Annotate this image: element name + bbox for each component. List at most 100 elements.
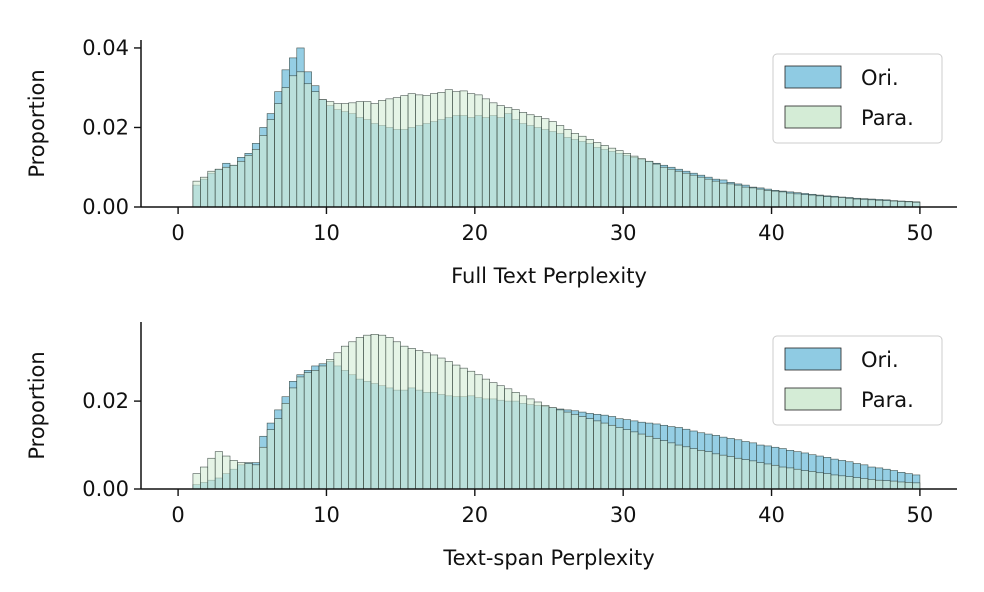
bar-para bbox=[229, 164, 238, 208]
panel-full-text: 0 10 20 30 40 50 0.00 0.02 0.04 Full Text Perpl… bbox=[25, 36, 957, 288]
bar-para bbox=[912, 482, 921, 490]
bar-para bbox=[593, 142, 602, 208]
bar-para bbox=[808, 194, 817, 208]
x-ticks: 0 10 20 30 40 50 bbox=[171, 489, 933, 527]
bar-para bbox=[430, 354, 439, 490]
x-tick-label: 50 bbox=[907, 221, 934, 245]
legend-swatch-ori bbox=[784, 65, 842, 89]
bar-para bbox=[771, 190, 780, 208]
bar-para bbox=[489, 382, 498, 490]
bar-para bbox=[659, 166, 668, 208]
bar-para bbox=[459, 367, 468, 490]
bar-para bbox=[370, 334, 379, 490]
bar-para bbox=[214, 451, 223, 490]
bar-para bbox=[481, 98, 490, 208]
bar-para bbox=[192, 473, 201, 490]
bar-para bbox=[593, 420, 602, 490]
bar-para bbox=[533, 401, 542, 490]
bar-para bbox=[400, 345, 409, 490]
bar-para bbox=[674, 170, 683, 208]
bar-para bbox=[259, 135, 268, 208]
bar-para bbox=[778, 466, 787, 490]
x-tick-label: 30 bbox=[610, 503, 637, 527]
bar-para bbox=[719, 182, 728, 208]
bar-para bbox=[415, 350, 424, 490]
x-tick-label: 40 bbox=[758, 503, 785, 527]
bar-para bbox=[622, 429, 631, 490]
legend-label-ori: Ori. bbox=[861, 66, 899, 90]
bar-para bbox=[556, 409, 565, 490]
bar-para bbox=[608, 424, 617, 490]
bar-para bbox=[585, 418, 594, 490]
bar-para bbox=[726, 183, 735, 208]
bar-para bbox=[786, 467, 795, 490]
bar-para bbox=[860, 478, 869, 490]
bar-para bbox=[697, 176, 706, 208]
bar-para bbox=[207, 170, 216, 208]
bar-para bbox=[489, 102, 498, 208]
bar-para bbox=[808, 471, 817, 490]
bar-para bbox=[786, 192, 795, 208]
bar-para bbox=[496, 385, 505, 490]
legend-swatch-ori bbox=[784, 347, 842, 371]
bar-para bbox=[838, 475, 847, 490]
x-tick-label: 40 bbox=[758, 221, 785, 245]
bar-para bbox=[437, 92, 446, 208]
bar-para bbox=[711, 453, 720, 490]
x-tick-label: 50 bbox=[907, 503, 934, 527]
legend-label-ori: Ori. bbox=[861, 348, 899, 372]
bar-para bbox=[548, 121, 557, 208]
bar-para bbox=[845, 476, 854, 490]
bar-para bbox=[852, 198, 861, 208]
bar-para bbox=[274, 418, 283, 490]
bar-para bbox=[229, 460, 238, 490]
bar-para bbox=[311, 370, 320, 490]
bar-para bbox=[882, 200, 891, 208]
bar-para bbox=[385, 337, 394, 490]
bar-para bbox=[251, 149, 260, 208]
bar-para bbox=[363, 101, 372, 208]
bar-para bbox=[244, 463, 253, 490]
bar-para bbox=[392, 341, 401, 490]
bar-para bbox=[340, 345, 350, 490]
legend-swatch-para bbox=[784, 105, 842, 129]
bar-para bbox=[711, 180, 720, 208]
bar-para bbox=[504, 107, 513, 208]
legend: Ori. Para. bbox=[772, 53, 943, 144]
bar-para bbox=[726, 456, 735, 490]
bar-para bbox=[637, 433, 646, 490]
bar-para bbox=[815, 195, 824, 208]
bar-para bbox=[333, 103, 342, 208]
bar-para bbox=[355, 337, 364, 490]
bar-para bbox=[645, 435, 654, 490]
x-tick-label: 20 bbox=[461, 221, 488, 245]
bar-para bbox=[763, 463, 772, 490]
bar-para bbox=[326, 359, 335, 490]
bar-para bbox=[652, 438, 661, 490]
x-tick-label: 0 bbox=[171, 503, 184, 527]
bar-para bbox=[667, 442, 676, 490]
y-axis-label: Proportion bbox=[25, 69, 49, 177]
bar-para bbox=[600, 422, 609, 490]
bar-para bbox=[281, 87, 290, 208]
bar-para bbox=[741, 186, 750, 208]
bar-para bbox=[348, 341, 357, 490]
bar-para bbox=[289, 387, 298, 490]
x-axis-label: Full Text Perplexity bbox=[451, 264, 647, 288]
bar-para bbox=[407, 93, 416, 208]
bar-para bbox=[852, 477, 861, 490]
bar-para bbox=[615, 427, 624, 490]
bar-para bbox=[296, 71, 305, 208]
bar-para bbox=[192, 180, 201, 208]
bar-para bbox=[452, 91, 461, 208]
bar-para bbox=[355, 101, 364, 208]
bar-para bbox=[237, 462, 246, 490]
bar-para bbox=[815, 472, 824, 490]
bar-para bbox=[875, 479, 884, 490]
bar-para bbox=[734, 457, 743, 490]
bar-para bbox=[400, 95, 409, 208]
bar-para bbox=[704, 451, 713, 490]
bar-para bbox=[823, 473, 832, 490]
bar-para bbox=[637, 158, 646, 208]
y-tick-label: 0.02 bbox=[82, 115, 129, 139]
